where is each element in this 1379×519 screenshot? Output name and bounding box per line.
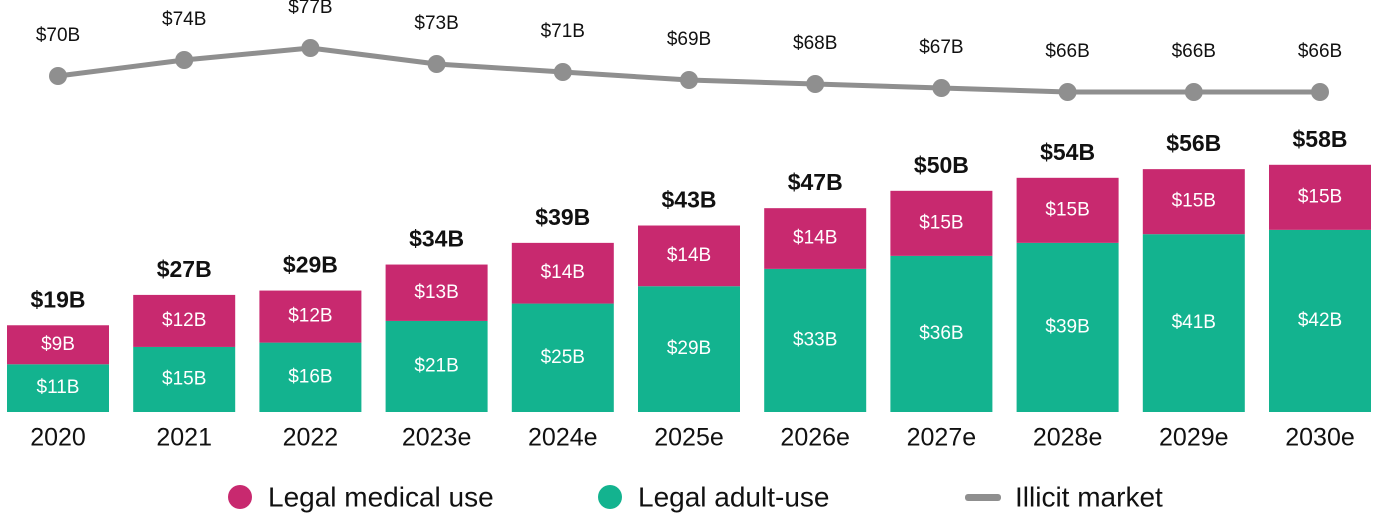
value-label: $14B xyxy=(793,228,837,249)
line-point xyxy=(301,39,320,57)
value-label: $21B xyxy=(414,355,458,376)
value-label: $13B xyxy=(414,282,458,303)
total-label: $56B xyxy=(1166,130,1221,156)
value-label: $14B xyxy=(541,262,585,283)
bar-segment xyxy=(1269,229,1371,412)
bar-segment xyxy=(385,264,488,321)
legend-label: Illicit market xyxy=(1015,481,1163,512)
value-label: $12B xyxy=(162,310,206,331)
bar-segment xyxy=(764,208,867,269)
value-label: $15B xyxy=(1298,186,1342,207)
bar-segment xyxy=(7,325,109,365)
bar-segment xyxy=(259,290,362,343)
total-label: $58B xyxy=(1293,126,1348,152)
bar-segment xyxy=(385,320,488,412)
total-label: $54B xyxy=(1040,139,1095,165)
line-point xyxy=(1184,83,1203,101)
x-tick-label: 2027e xyxy=(907,424,977,452)
x-tick-label: 2020 xyxy=(30,424,86,452)
total-label: $34B xyxy=(409,226,464,252)
legend-label: Legal adult-use xyxy=(638,481,829,512)
bar-segment xyxy=(511,303,614,412)
line-point xyxy=(553,63,572,81)
value-label: $41B xyxy=(1172,312,1216,333)
total-label: $19B xyxy=(31,286,86,312)
total-label: $27B xyxy=(157,256,212,282)
bar-segment xyxy=(1142,169,1245,235)
line-label: $73B xyxy=(414,13,458,34)
value-label: $36B xyxy=(919,323,963,344)
x-tick-label: 2021 xyxy=(156,424,212,452)
line-label: $69B xyxy=(667,29,711,50)
legend-swatch xyxy=(965,494,1001,501)
value-label: $16B xyxy=(288,366,332,387)
value-label: $15B xyxy=(1045,199,1089,220)
value-label: $11B xyxy=(37,377,80,398)
value-label: $15B xyxy=(1172,191,1216,212)
x-tick-label: 2025e xyxy=(654,424,724,452)
line-point xyxy=(1311,83,1329,101)
x-tick-label: 2026e xyxy=(780,424,850,452)
line-point xyxy=(427,55,446,73)
x-tick-label: 2024e xyxy=(528,424,598,452)
x-tick-label: 2029e xyxy=(1159,424,1229,452)
value-label: $33B xyxy=(793,329,837,350)
bar-segment xyxy=(511,242,614,304)
bar-segment xyxy=(638,225,740,287)
line-point xyxy=(49,67,67,85)
bar-segment xyxy=(1016,242,1119,412)
line-label: $66B xyxy=(1298,41,1342,62)
line-label: $66B xyxy=(1045,41,1089,62)
value-label: $15B xyxy=(162,368,206,389)
legend-swatch xyxy=(598,485,622,509)
bar-segment xyxy=(133,294,236,347)
x-tick-label: 2028e xyxy=(1033,424,1103,452)
value-label: $12B xyxy=(288,306,332,327)
legend-swatch xyxy=(228,485,252,509)
value-label: $25B xyxy=(541,347,585,368)
bar-segment xyxy=(890,190,993,256)
line-label: $70B xyxy=(36,25,80,46)
line-label: $77B xyxy=(288,0,332,18)
bar-segment xyxy=(1142,234,1245,412)
line-label: $66B xyxy=(1172,41,1216,62)
value-label: $14B xyxy=(667,245,711,266)
line-point xyxy=(175,51,194,69)
bar-segment xyxy=(764,268,867,412)
x-tick-label: 2030e xyxy=(1285,424,1355,452)
x-tick-label: 2022 xyxy=(283,424,339,452)
line-point xyxy=(1058,83,1077,101)
value-label: $29B xyxy=(667,338,711,359)
bar-segment xyxy=(1269,164,1371,230)
bar-segment xyxy=(1016,177,1119,243)
total-label: $47B xyxy=(788,169,843,195)
value-label: $39B xyxy=(1045,316,1089,337)
x-tick-label: 2023e xyxy=(402,424,472,452)
line-label: $71B xyxy=(541,21,585,42)
value-label: $42B xyxy=(1298,310,1342,331)
value-label: $15B xyxy=(919,212,963,233)
line-point xyxy=(806,75,825,93)
total-label: $29B xyxy=(283,252,338,278)
bar-segment xyxy=(638,286,740,412)
bar-segment xyxy=(7,364,109,412)
bar-segment xyxy=(259,342,362,412)
line-label: $67B xyxy=(919,37,963,58)
total-label: $50B xyxy=(914,152,969,178)
bar-segment xyxy=(890,255,993,412)
value-label: $9B xyxy=(41,334,75,355)
bar-segment xyxy=(133,346,236,412)
legend-label: Legal medical use xyxy=(268,481,494,512)
line-label: $74B xyxy=(162,9,206,30)
line-point xyxy=(680,71,698,89)
line-label: $68B xyxy=(793,33,837,54)
line-point xyxy=(932,79,951,97)
total-label: $43B xyxy=(662,187,717,213)
total-label: $39B xyxy=(535,204,590,230)
